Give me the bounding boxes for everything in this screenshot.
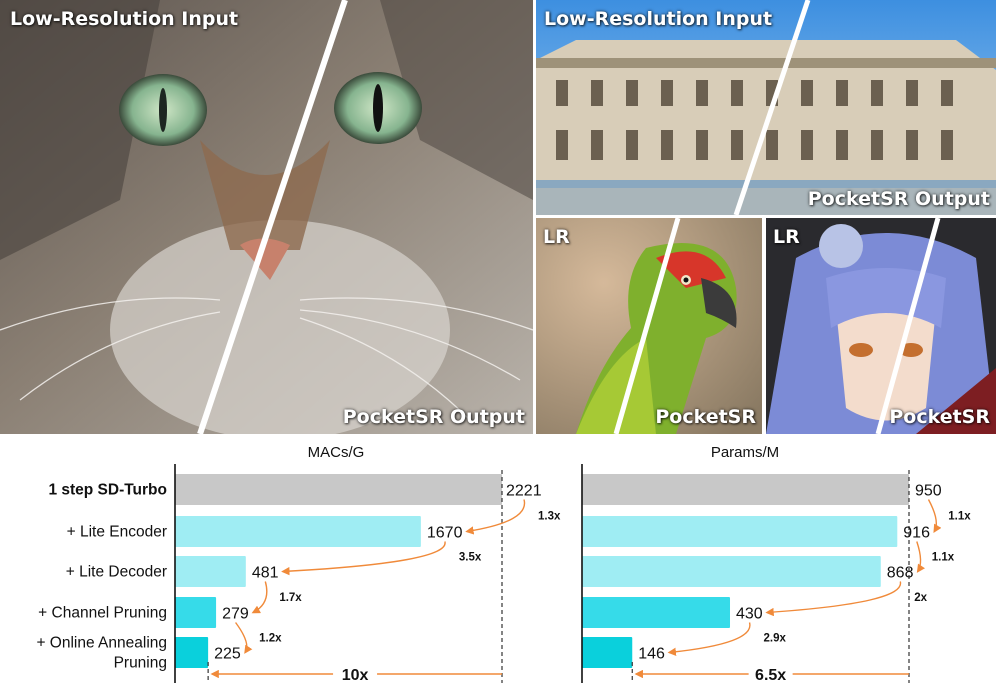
parrot-output-label: PocketSR: [655, 406, 756, 428]
parrot-lr-label: LR: [543, 226, 570, 248]
building-photo: [536, 0, 996, 215]
bar: [582, 597, 731, 628]
bar: [175, 597, 217, 628]
anime-lr-label: LR: [773, 226, 800, 248]
step-ratio-label: 2.9x: [764, 633, 787, 645]
bar: [175, 516, 421, 547]
step-arrow: [667, 622, 751, 656]
value-label: 481: [252, 565, 279, 582]
step-arrow: [251, 581, 268, 614]
parrot-comparison-image: LR PocketSR: [536, 218, 762, 434]
step-ratio-label: 1.2x: [259, 633, 282, 645]
bar: [582, 516, 898, 547]
bar: [175, 556, 246, 587]
chart-title: Params/M: [711, 444, 779, 461]
anime-photo: [766, 218, 996, 434]
bar: [175, 474, 502, 505]
step-arrow: [916, 541, 925, 573]
value-label: 868: [887, 565, 914, 582]
building-output-label: PocketSR Output: [807, 188, 990, 210]
total-ratio-label: 6.5x: [755, 667, 786, 684]
value-label: 950: [915, 483, 942, 500]
step-ratio-label: 3.5x: [459, 552, 482, 564]
chart-title: MACs/G: [308, 444, 365, 461]
total-ratio-label: 10x: [342, 667, 369, 684]
total-ratio-bg: [748, 664, 793, 684]
building-comparison-image: Low-Resolution Input PocketSR Output: [536, 0, 996, 215]
value-label: 279: [222, 606, 249, 623]
cat-output-label: PocketSR Output: [342, 406, 525, 428]
building-lr-label: Low-Resolution Input: [544, 8, 773, 30]
value-label: 1670: [427, 525, 463, 542]
step-arrow: [927, 499, 942, 533]
params-chart: Params/M 950 916 868 430 146 1.1x 1.1x 2x 2.9x 6.5…: [581, 444, 971, 684]
category-label: + Lite Encoder: [67, 524, 167, 541]
anime-output-label: PocketSR: [889, 406, 990, 428]
step-ratio-label: 1.1x: [948, 511, 971, 523]
cat-lr-label: Low-Resolution Input: [10, 8, 239, 30]
value-label: 430: [736, 606, 763, 623]
category-label: + Online Annealing Pruning: [36, 635, 167, 672]
step-arrow: [235, 622, 253, 654]
step-ratio-label: 1.3x: [538, 511, 561, 523]
step-ratio-label: 1.7x: [279, 592, 302, 604]
total-ratio-bg: [333, 664, 378, 684]
bar: [582, 637, 633, 668]
step-arrow: [281, 541, 446, 576]
value-label: 146: [638, 646, 665, 663]
category-label: + Lite Decoder: [66, 564, 167, 581]
step-arrow: [765, 581, 902, 617]
category-label: + Channel Pruning: [38, 605, 167, 622]
cat-photo: [0, 0, 533, 434]
parrot-photo: [536, 218, 762, 434]
value-label: 916: [903, 525, 930, 542]
bar: [582, 556, 881, 587]
category-label: 1 step SD-Turbo: [48, 482, 167, 499]
value-label: 2221: [506, 483, 542, 500]
step-arrow: [465, 499, 526, 535]
anime-comparison-image: LR PocketSR: [766, 218, 996, 434]
value-label: 225: [214, 646, 241, 663]
bar: [175, 637, 209, 668]
step-ratio-label: 2x: [914, 592, 927, 604]
efficiency-charts: 1 step SD-Turbo + Lite Encoder + Lite Deco…: [36, 444, 971, 684]
step-ratio-label: 1.1x: [932, 552, 955, 564]
cat-comparison-image: Low-Resolution Input PocketSR Output: [0, 0, 533, 434]
bar: [582, 474, 909, 505]
macs-chart: MACs/G 2221 1670 481 279 225 1.3x 3.5x 1.7x 1.2x 1…: [174, 444, 561, 684]
